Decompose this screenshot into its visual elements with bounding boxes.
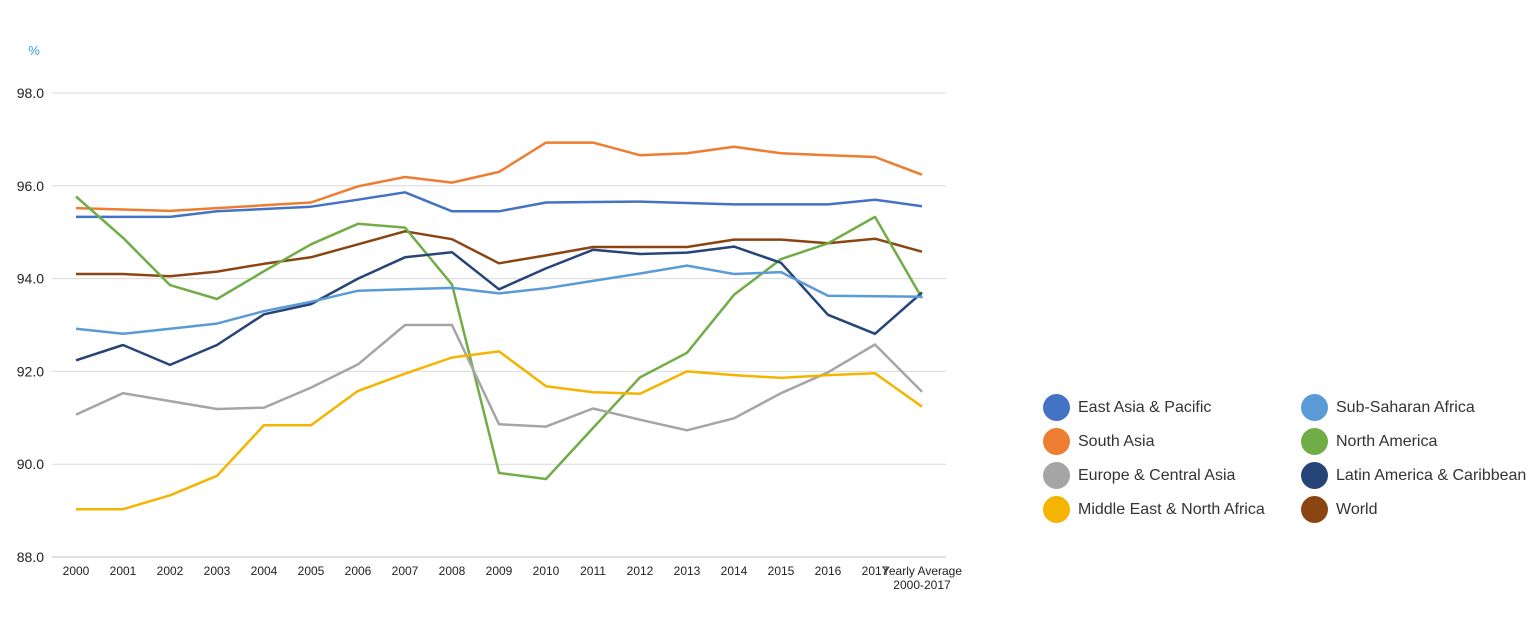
x-tick-label: 2009 [486, 564, 513, 578]
y-axis-ticks: 98.0 96.0 94.0 92.0 90.0 88.0 [17, 85, 44, 565]
legend-item: Sub-Saharan Africa [1301, 394, 1533, 421]
y-tick-label: 98.0 [17, 85, 44, 101]
y-tick-label: 96.0 [17, 178, 44, 194]
x-tick-label: 2008 [439, 564, 466, 578]
x-tick-label: 2003 [204, 564, 231, 578]
x-tick-label: 2006 [345, 564, 372, 578]
y-tick-label: 90.0 [17, 456, 44, 472]
x-tick-label: 2017 [862, 564, 889, 578]
series-line-middle-east-north-africa [76, 350, 923, 511]
legend-item: Middle East & North Africa [1043, 496, 1301, 523]
legend-item: World [1301, 496, 1533, 523]
legend-swatch [1301, 496, 1328, 523]
legend-label: East Asia & Pacific [1078, 398, 1212, 416]
gridlines [52, 92, 946, 558]
legend-item: South Asia [1043, 428, 1301, 455]
legend-swatch [1043, 428, 1070, 455]
legend-swatch [1301, 394, 1328, 421]
x-tick-label: 2005 [298, 564, 325, 578]
legend-label: Sub-Saharan Africa [1336, 398, 1475, 416]
x-tick-label: 2014 [721, 564, 748, 578]
x-axis-ticks: 2000 2001 2002 2003 2004 2005 2006 2007 2008 2009… [63, 564, 963, 592]
series-lines [75, 141, 924, 511]
y-tick-label: 92.0 [17, 363, 44, 379]
legend-swatch [1043, 496, 1070, 523]
x-tick-label: 2015 [768, 564, 795, 578]
series-line-latin-america-caribbean [75, 245, 923, 367]
series-line-east-asia-pacific [76, 191, 923, 219]
x-tick-label: 2016 [815, 564, 842, 578]
legend-label: World [1336, 500, 1378, 518]
x-tick-label: 2004 [251, 564, 278, 578]
legend-swatch [1301, 462, 1328, 489]
series-line-world [76, 230, 923, 278]
x-tick-label: 2007 [392, 564, 419, 578]
legend-label: Europe & Central Asia [1078, 466, 1236, 484]
series-line-north-america [75, 195, 924, 481]
x-tick-label: 2001 [110, 564, 137, 578]
legend-item: Latin America & Caribbean [1301, 462, 1533, 489]
legend-item: Europe & Central Asia [1043, 462, 1301, 489]
y-axis-unit-label: % [28, 43, 40, 58]
legend-label: North America [1336, 432, 1438, 450]
x-tick-label: 2002 [157, 564, 184, 578]
legend-label: South Asia [1078, 432, 1155, 450]
y-tick-label: 94.0 [17, 271, 44, 287]
y-tick-label: 88.0 [17, 549, 44, 565]
x-tick-label: 2012 [627, 564, 654, 578]
legend-item: North America [1301, 428, 1533, 455]
series-line-europe-central-asia [75, 323, 923, 432]
x-tick-label: 2010 [533, 564, 560, 578]
x-tick-label: 2013 [674, 564, 701, 578]
legend-swatch [1043, 394, 1070, 421]
legend-swatch [1043, 462, 1070, 489]
series-line-sub-saharan-africa [75, 264, 923, 336]
x-tick-label: 2011 [580, 564, 606, 578]
chart-legend: East Asia & Pacific Sub-Saharan Africa Sou… [1043, 394, 1533, 523]
x-tick-label: 2000 [63, 564, 90, 578]
legend-label: Middle East & North Africa [1078, 500, 1265, 518]
legend-swatch [1301, 428, 1328, 455]
x-tick-label: Yearly Average 2000-2017 [882, 564, 962, 592]
legend-item: East Asia & Pacific [1043, 394, 1301, 421]
series-line-south-asia [75, 141, 923, 213]
legend-label: Latin America & Caribbean [1336, 466, 1527, 484]
